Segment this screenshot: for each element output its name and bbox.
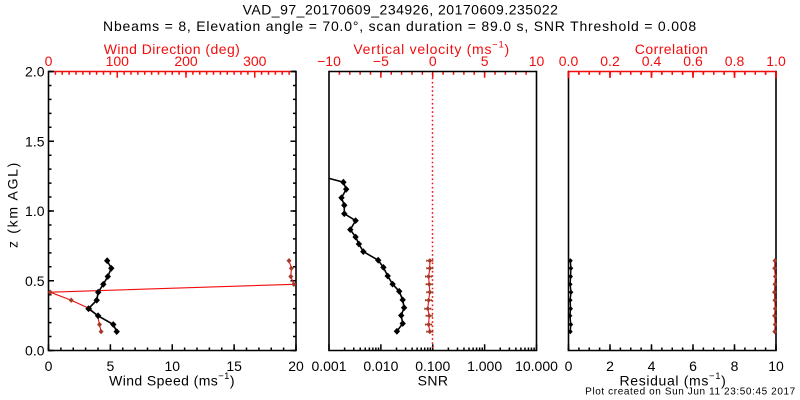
svg-text:0.0: 0.0 [559,53,579,69]
svg-text:1.0: 1.0 [766,53,786,69]
svg-text:15: 15 [226,358,242,374]
svg-text:100: 100 [106,53,130,69]
svg-text:Wind Direction (deg): Wind Direction (deg) [104,41,241,57]
svg-text:200: 200 [174,53,198,69]
svg-text:Vertical velocity (ms−1): Vertical velocity (ms−1) [353,39,509,57]
svg-text:−5: −5 [373,53,389,69]
svg-text:0.5: 0.5 [25,273,45,289]
svg-text:Correlation: Correlation [635,41,708,57]
svg-text:0: 0 [565,358,573,374]
svg-text:−10: −10 [317,53,341,69]
svg-text:1.0: 1.0 [25,203,45,219]
svg-text:10: 10 [768,358,784,374]
svg-text:0.0: 0.0 [25,343,45,359]
svg-text:0: 0 [429,53,437,69]
svg-text:10: 10 [529,53,545,69]
svg-text:8: 8 [731,358,739,374]
svg-text:Wind Speed (ms−1): Wind Speed (ms−1) [109,371,235,389]
svg-text:2.0: 2.0 [25,64,45,80]
svg-text:2: 2 [606,358,614,374]
svg-text:10: 10 [164,358,180,374]
svg-text:6: 6 [689,358,697,374]
svg-text:10.000: 10.000 [515,358,558,374]
svg-text:Nbeams = 8, Elevation angle =: Nbeams = 8, Elevation angle = 70.0°, sca… [103,18,697,34]
svg-text:0.2: 0.2 [600,53,620,69]
svg-text:5: 5 [106,358,114,374]
svg-text:0.010: 0.010 [363,358,398,374]
svg-text:4: 4 [648,358,656,374]
svg-text:0.100: 0.100 [415,358,450,374]
svg-text:0: 0 [45,53,53,69]
svg-text:VAD_97_20170609_234926, 201706: VAD_97_20170609_234926, 20170609.235022 [243,2,559,18]
svg-text:20: 20 [288,358,304,374]
svg-text:0.001: 0.001 [311,358,346,374]
svg-text:0.6: 0.6 [683,53,703,69]
svg-text:0.4: 0.4 [642,53,662,69]
svg-text:0.8: 0.8 [725,53,745,69]
svg-text:1.000: 1.000 [467,358,502,374]
svg-text:5: 5 [481,53,489,69]
svg-text:Plot created on Sun Jun 11 23:: Plot created on Sun Jun 11 23:50:45 2017 [585,387,796,398]
svg-text:1.5: 1.5 [25,133,45,149]
svg-text:SNR: SNR [418,373,449,389]
svg-text:z (km AGL): z (km AGL) [5,161,21,248]
svg-text:300: 300 [243,53,267,69]
svg-text:Residual (ms−1): Residual (ms−1) [620,371,727,389]
svg-text:0: 0 [45,358,53,374]
